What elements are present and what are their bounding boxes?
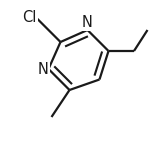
Text: Cl: Cl bbox=[22, 11, 36, 26]
Text: N: N bbox=[82, 15, 93, 30]
Text: N: N bbox=[38, 61, 49, 76]
